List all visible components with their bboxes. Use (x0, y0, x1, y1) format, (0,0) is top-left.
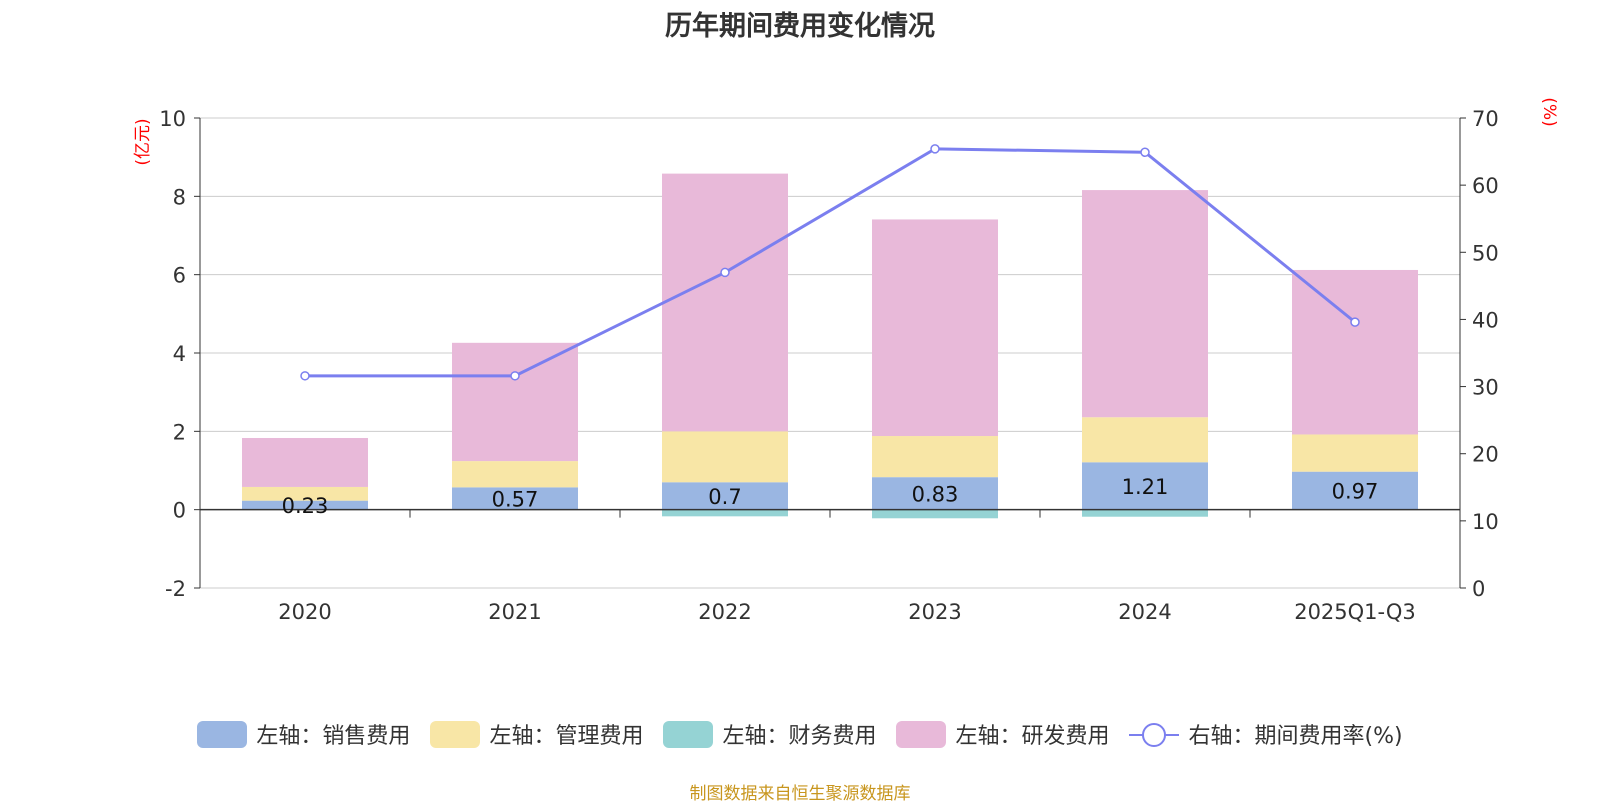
bar-segment (242, 486, 368, 501)
right-axis-tick-label: 60 (1472, 174, 1499, 198)
expense-rate-point (720, 267, 730, 278)
left-axis-tick-label: -2 (165, 577, 186, 601)
legend-swatch-finance (663, 720, 714, 748)
right-axis-tick-label: 70 (1472, 107, 1499, 131)
x-axis-tick-label: 2023 (908, 600, 961, 624)
x-axis-tick-label: 2022 (698, 600, 751, 624)
bar-segment (1082, 417, 1208, 463)
legend-item-finance[interactable]: 左轴：财务费用 (663, 718, 876, 750)
legend-item-sales[interactable]: 左轴：销售费用 (197, 718, 410, 750)
bar-segment (1082, 509, 1208, 517)
data-label: 0.97 (1332, 480, 1379, 504)
expense-rate-point (1140, 147, 1150, 157)
left-axis-tick-label: 6 (173, 264, 186, 288)
right-axis-tick-label: 0 (1472, 577, 1485, 601)
x-axis-tick-label: 2020 (278, 600, 331, 624)
bar-segment (872, 219, 998, 437)
bar-segment (872, 509, 998, 519)
legend-swatch-admin (430, 720, 481, 748)
bar-segment (872, 477, 998, 510)
x-axis-tick-label: 2025Q1-Q3 (1294, 600, 1416, 624)
expense-rate-point (930, 144, 940, 154)
bar-segment (662, 509, 788, 517)
legend-swatch-expense-rate (1129, 721, 1180, 748)
legend: 左轴：销售费用 左轴：管理费用 左轴：财务费用 左轴：研发费用 右轴：期间费用率… (0, 718, 1600, 750)
bar-segment (662, 431, 788, 483)
bar-segment (662, 173, 788, 432)
left-axis-tick-label: 2 (173, 420, 186, 444)
data-label: 0.57 (492, 488, 539, 512)
data-label: 0.7 (708, 485, 741, 509)
data-label: 0.83 (912, 482, 959, 506)
chart-title: 历年期间费用变化情况 (665, 11, 935, 42)
legend-label-finance: 左轴：财务费用 (722, 724, 877, 749)
left-axis-tick-label: 0 (173, 499, 186, 523)
legend-label-rnd: 左轴：研发费用 (955, 724, 1110, 749)
left-axis-tick-label: 4 (173, 342, 186, 366)
legend-swatch-rnd (896, 720, 947, 748)
right-axis-tick-label: 30 (1472, 376, 1499, 400)
data-label: 0.23 (282, 494, 329, 518)
legend-label-sales: 左轴：销售费用 (256, 724, 411, 749)
bar-segment (242, 500, 368, 510)
bar-segment (662, 482, 788, 510)
expense-rate-point (1350, 317, 1360, 327)
right-axis-title: (%) (1539, 97, 1559, 126)
bar-segment (1292, 471, 1418, 510)
legend-item-rnd[interactable]: 左轴：研发费用 (896, 718, 1109, 750)
legend-item-admin[interactable]: 左轴：管理费用 (430, 718, 643, 750)
left-axis-tick-label: 8 (173, 185, 186, 209)
bar-segment (872, 436, 998, 478)
bar-segment (242, 437, 368, 487)
legend-item-expense-rate[interactable]: 右轴：期间费用率(%) (1129, 718, 1403, 750)
right-axis-tick-label: 40 (1472, 308, 1499, 332)
bar-segment (452, 487, 578, 510)
right-axis-tick-label: 20 (1472, 443, 1499, 467)
bar-segment (1292, 269, 1418, 435)
bar-segment (1082, 190, 1208, 418)
left-axis-tick-label: 10 (159, 107, 186, 131)
data-source-note: 制图数据来自恒生聚源数据库 (689, 784, 911, 804)
bar-segment (1082, 462, 1208, 510)
legend-label-admin: 左轴：管理费用 (489, 724, 644, 749)
expense-rate-point (510, 371, 520, 381)
bar-segment (1292, 434, 1418, 472)
data-label: 1.21 (1122, 475, 1169, 499)
left-axis-title: (亿元) (133, 118, 153, 165)
expense-rate-line (305, 147, 1356, 378)
bar-segment (452, 342, 578, 462)
x-axis-tick-label: 2024 (1118, 600, 1171, 624)
expense-rate-point (300, 371, 310, 381)
legend-swatch-sales (197, 720, 248, 748)
bar-segment (452, 461, 578, 488)
right-axis-tick-label: 10 (1472, 510, 1499, 534)
x-axis-tick-label: 2021 (488, 600, 541, 624)
legend-label-expense-rate: 右轴：期间费用率(%) (1188, 724, 1403, 749)
right-axis-tick-label: 50 (1472, 241, 1499, 265)
